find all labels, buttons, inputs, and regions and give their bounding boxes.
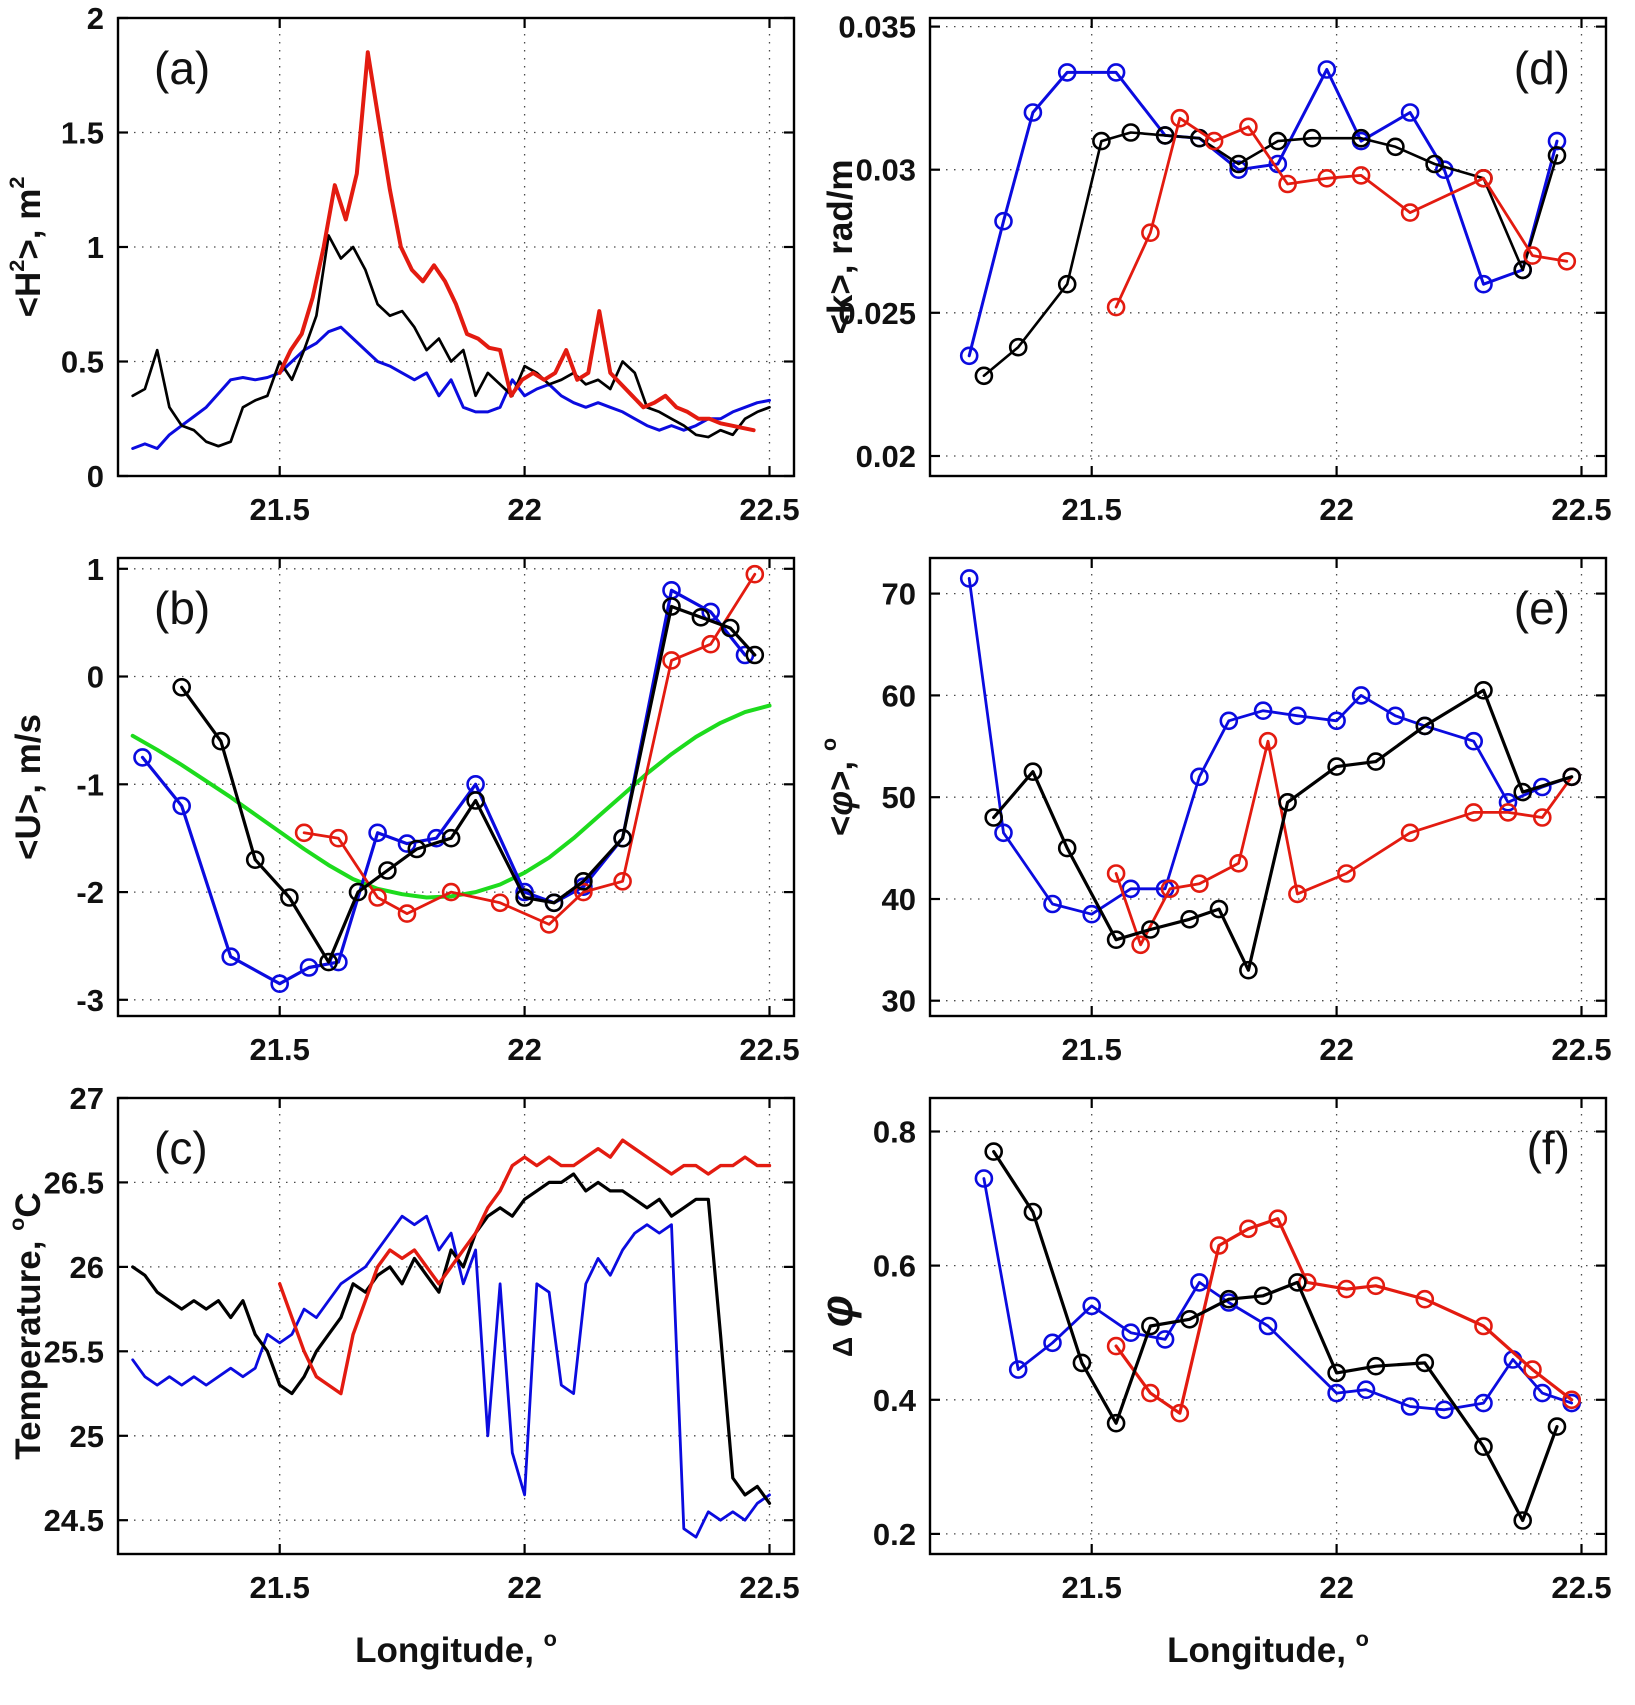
chart-panel-c: 21.5 22 22.5 24.5 25 25.5 26 26.5 27 Longitude, o… bbox=[6, 1082, 800, 1670]
svg-text:0.2: 0.2 bbox=[873, 1517, 916, 1552]
svg-text:22.5: 22.5 bbox=[1551, 1570, 1611, 1605]
svg-text:0: 0 bbox=[87, 660, 104, 695]
svg-text:0.6: 0.6 bbox=[873, 1249, 916, 1284]
svg-text:22.5: 22.5 bbox=[739, 1570, 799, 1605]
svg-text:(e): (e) bbox=[1514, 582, 1570, 634]
svg-text:22: 22 bbox=[507, 1032, 541, 1067]
svg-text:-1: -1 bbox=[76, 767, 104, 802]
svg-text:26.5: 26.5 bbox=[44, 1165, 104, 1200]
svg-text:22: 22 bbox=[1319, 1570, 1353, 1605]
chart-panel-d: 21.5 22 22.5 0.02 0.025 0.03 0.035 <k>, rad/m (d… bbox=[821, 10, 1612, 527]
svg-text:0.8: 0.8 bbox=[873, 1115, 916, 1150]
svg-text:30: 30 bbox=[882, 984, 916, 1019]
svg-text:Longitude, o: Longitude, o bbox=[355, 1626, 557, 1670]
svg-text:26: 26 bbox=[70, 1250, 104, 1285]
svg-text:25: 25 bbox=[70, 1419, 104, 1454]
svg-text:-3: -3 bbox=[76, 983, 104, 1018]
svg-text:22: 22 bbox=[1319, 1032, 1353, 1067]
svg-text:24.5: 24.5 bbox=[44, 1503, 104, 1538]
chart-panel-b: 21.5 22 22.5 -3 -2 -1 0 1 <U>, m/s (b) bbox=[9, 552, 800, 1067]
svg-text:0.5: 0.5 bbox=[61, 345, 104, 380]
svg-text:21.5: 21.5 bbox=[1062, 1032, 1122, 1067]
svg-text:22.5: 22.5 bbox=[739, 1032, 799, 1067]
svg-text:22: 22 bbox=[1319, 492, 1353, 527]
svg-text:<U>, m/s: <U>, m/s bbox=[9, 714, 48, 860]
svg-text:21.5: 21.5 bbox=[250, 1570, 310, 1605]
svg-text:1.5: 1.5 bbox=[61, 116, 104, 151]
chart-panel-e: 21.5 22 22.5 30 40 50 60 70 <φ>, o (e) bbox=[818, 556, 1612, 1067]
svg-text:27: 27 bbox=[70, 1082, 104, 1116]
svg-text:21.5: 21.5 bbox=[250, 492, 310, 527]
svg-text:0.025: 0.025 bbox=[838, 296, 916, 331]
svg-text:(a): (a) bbox=[154, 42, 210, 94]
svg-text:Temperature, oC: Temperature, oC bbox=[6, 1192, 48, 1459]
svg-text:40: 40 bbox=[882, 882, 916, 917]
svg-text:22.5: 22.5 bbox=[1551, 492, 1611, 527]
svg-text:22.5: 22.5 bbox=[739, 492, 799, 527]
svg-text:(b): (b) bbox=[154, 582, 210, 634]
svg-text:Δ φ: Δ φ bbox=[818, 1295, 862, 1357]
svg-text:2: 2 bbox=[87, 2, 104, 36]
svg-text:0: 0 bbox=[87, 459, 104, 494]
svg-text:22: 22 bbox=[507, 1570, 541, 1605]
chart-panel-f: 21.5 22 22.5 0.2 0.4 0.6 0.8 Longitude, o Δ φ (f) bbox=[818, 1096, 1612, 1670]
svg-text:0.02: 0.02 bbox=[856, 439, 916, 474]
svg-text:21.5: 21.5 bbox=[1062, 1570, 1122, 1605]
svg-text:<φ>, o: <φ>, o bbox=[818, 738, 860, 836]
chart-panel-a: 21.5 22 22.5 0 0.5 1 1.5 2 <H2>, m2 (a) bbox=[6, 2, 800, 527]
svg-text:-2: -2 bbox=[76, 875, 104, 910]
svg-text:<k>, rad/m: <k>, rad/m bbox=[821, 159, 860, 334]
svg-text:1: 1 bbox=[87, 552, 104, 587]
svg-text:21.5: 21.5 bbox=[250, 1032, 310, 1067]
svg-text:0.4: 0.4 bbox=[873, 1383, 917, 1418]
svg-text:70: 70 bbox=[882, 577, 916, 612]
svg-text:(d): (d) bbox=[1514, 42, 1570, 94]
svg-text:60: 60 bbox=[882, 678, 916, 713]
svg-text:50: 50 bbox=[882, 780, 916, 815]
svg-text:22.5: 22.5 bbox=[1551, 1032, 1611, 1067]
svg-text:(c): (c) bbox=[154, 1122, 208, 1174]
svg-text:1: 1 bbox=[87, 230, 104, 265]
svg-text:Longitude, o: Longitude, o bbox=[1167, 1626, 1369, 1670]
svg-text:<H2>, m2: <H2>, m2 bbox=[6, 177, 48, 318]
svg-text:0.035: 0.035 bbox=[838, 10, 916, 45]
svg-text:21.5: 21.5 bbox=[1062, 492, 1122, 527]
svg-text:0.03: 0.03 bbox=[856, 153, 916, 188]
svg-text:(f): (f) bbox=[1527, 1122, 1570, 1174]
svg-text:22: 22 bbox=[507, 492, 541, 527]
svg-text:25.5: 25.5 bbox=[44, 1334, 104, 1369]
